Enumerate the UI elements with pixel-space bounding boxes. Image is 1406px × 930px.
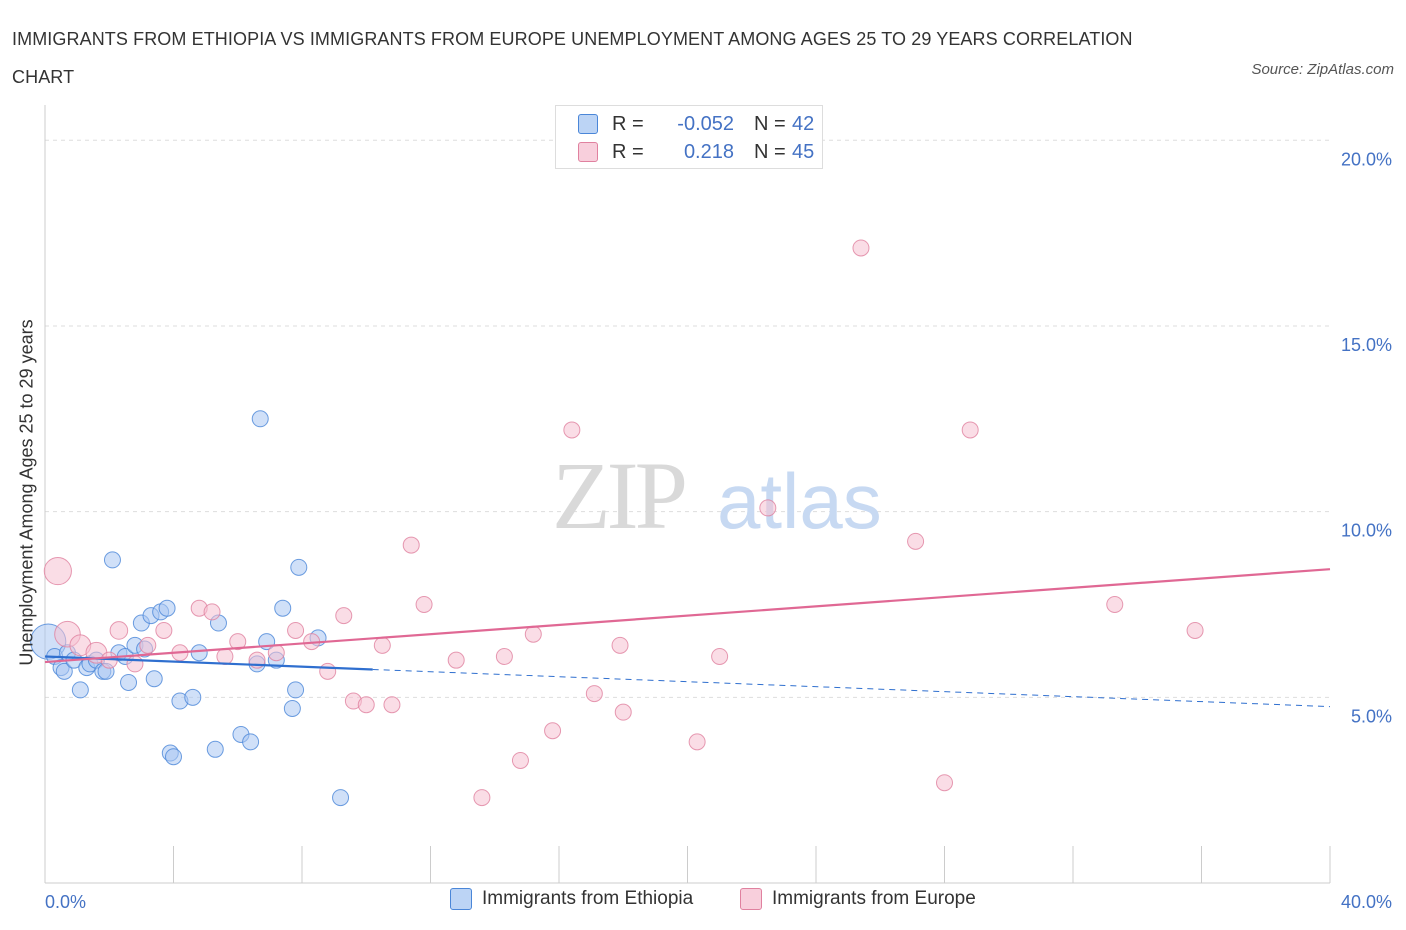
europe-point [335,607,353,625]
ethiopia-point [287,681,305,699]
bottom-legend-swatch-ethiopia [450,888,472,910]
bottom-legend-ethiopia: Immigrants from Ethiopia [450,888,693,910]
legend-row-europe: R = 0.218 N = 45 [578,139,814,165]
europe-point [287,621,305,639]
axes [44,105,1331,884]
correlation-legend: R = -0.052 N = 42 R = 0.218 N = 45 [555,105,823,169]
europe-point [907,532,925,550]
europe-point [544,722,562,740]
y-axis-title: Unemployment Among Ages 25 to 29 years [16,319,37,666]
europe-point [373,636,391,654]
ethiopia-point [242,733,260,751]
watermark-zip: ZIP [552,442,685,549]
x-tick-label-min: 0.0% [45,892,86,912]
europe-point [447,651,465,669]
europe-point [961,421,979,439]
legend-r-value: -0.052 [677,112,734,135]
y-tick-label: 10.0% [1341,521,1392,541]
ethiopia-point [274,599,292,617]
chart-title: IMMIGRANTS FROM ETHIOPIA VS IMMIGRANTS F… [12,29,1133,87]
europe-point [511,751,529,769]
europe-point [383,696,401,714]
ethiopia-point [283,699,301,717]
europe-point [1106,595,1124,613]
ethiopia-point [71,681,89,699]
ethiopia-point [165,748,182,766]
europe-trend-line [44,568,1331,664]
europe-point [611,636,629,654]
europe-point [415,595,433,613]
europe-point [126,655,144,673]
europe-point [216,647,234,665]
bottom-legend-swatch-europe [740,888,762,910]
y-tick-label: 20.0% [1341,149,1392,169]
europe-point [852,239,870,257]
europe-point [614,703,632,721]
europe-point [402,536,420,554]
legend-row-ethiopia: R = -0.052 N = 42 [578,111,814,137]
europe-point [473,789,491,807]
europe-point [203,603,221,621]
ethiopia-point [190,644,208,662]
europe-point [688,733,706,751]
bottom-legend-europe: Immigrants from Europe [740,888,976,910]
ethiopia-point [120,673,138,691]
y-tick-label: 15.0% [1341,335,1392,355]
ethiopia-point [158,599,176,617]
y-tick-label: 5.0% [1351,706,1392,726]
ethiopia-point [103,551,121,569]
ethiopia-point [251,410,269,428]
legend-n-label: N = [754,112,786,135]
ethiopia-trend-extension [372,668,1331,708]
europe-point [759,499,777,517]
tick-labels: 5.0% 10.0% 15.0% 20.0% 0.0% 40.0% [45,149,1392,912]
europe-point [43,556,72,586]
ethiopia-point [55,662,73,680]
legend-r-label: R = [612,112,644,135]
legend-r-value: 0.218 [683,140,734,163]
legend-swatch-europe [578,142,598,162]
source-label: Source: ZipAtlas.com [1251,61,1394,78]
europe-point [319,662,337,680]
legend-swatch-ethiopia [578,114,598,134]
legend-n-label: N = [754,140,786,163]
x-tick-label-max: 40.0% [1341,892,1392,912]
europe-point [139,636,157,654]
europe-point [711,647,729,665]
europe-point [936,774,953,792]
trend-lines [44,568,1331,708]
europe-point [1186,621,1204,639]
legend-r-label: R = [612,140,644,163]
grid-lines [45,139,1330,698]
bottom-legend-label-ethiopia: Immigrants from Ethiopia [482,888,694,909]
bottom-legend-label-europe: Immigrants from Europe [772,888,976,909]
europe-point [563,421,581,439]
legend-n-value: 42 [792,112,815,135]
europe-point [585,685,603,703]
europe-point [229,633,247,651]
europe-point [357,696,375,714]
series-ethiopia-points [30,410,350,807]
watermark-atlas: atlas [717,457,882,545]
ethiopia-point [184,688,202,706]
legend-n-value: 45 [792,140,815,163]
ethiopia-point [290,558,308,576]
europe-point [524,625,542,643]
ethiopia-point [145,670,163,688]
europe-point [267,644,285,662]
europe-point [155,621,173,639]
europe-point [109,621,129,640]
ethiopia-point [206,740,224,758]
ethiopia-point [332,789,350,807]
europe-point [495,647,513,665]
